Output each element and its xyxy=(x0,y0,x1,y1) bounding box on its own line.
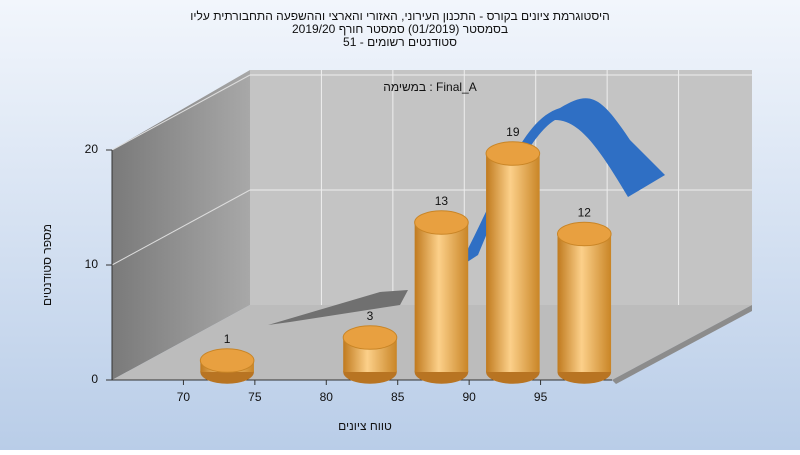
x-tick-label: 75 xyxy=(248,390,262,404)
chart-subtitle: בסמסטר (01/2019) סמסטר חורף 2019/20 xyxy=(292,22,508,36)
bar-top xyxy=(414,210,469,235)
bar xyxy=(557,234,612,372)
bar-top xyxy=(557,221,612,247)
y-tick-label: 20 xyxy=(85,142,99,156)
value-label: 13 xyxy=(435,194,449,208)
x-tick-label: 70 xyxy=(177,390,191,404)
value-label: 12 xyxy=(578,205,592,219)
annotation: במשימה : Final_A xyxy=(383,80,477,94)
x-tick-label: 85 xyxy=(391,390,405,404)
y-axis-label: מספר סטודנטים xyxy=(40,224,54,306)
bar-top xyxy=(199,348,255,373)
x-axis-label: טווח ציונים xyxy=(338,419,392,433)
bar-top xyxy=(342,325,398,350)
value-label: 19 xyxy=(506,125,520,139)
x-tick-label: 90 xyxy=(462,390,476,404)
x-tick-label: 95 xyxy=(534,390,548,404)
value-label: 3 xyxy=(367,309,374,323)
y-tick-label: 10 xyxy=(85,257,99,271)
grid-line xyxy=(111,74,251,151)
chart-title: היסטוגרמת ציונים בקורס - התכנון העירוני,… xyxy=(190,9,609,23)
y-tick-label: 0 xyxy=(91,372,98,386)
left-wall xyxy=(112,70,250,380)
chart-subtitle: סטודנטים רשומים - 51 xyxy=(343,35,457,49)
value-label: 1 xyxy=(224,332,231,346)
bar xyxy=(414,222,469,372)
floor-edge xyxy=(612,305,752,384)
distribution-curve-shadow xyxy=(268,290,408,325)
bar xyxy=(486,153,540,372)
x-tick-label: 80 xyxy=(320,390,334,404)
bar-top xyxy=(485,141,541,166)
distribution-curve xyxy=(458,98,665,268)
grid-line xyxy=(111,189,251,266)
